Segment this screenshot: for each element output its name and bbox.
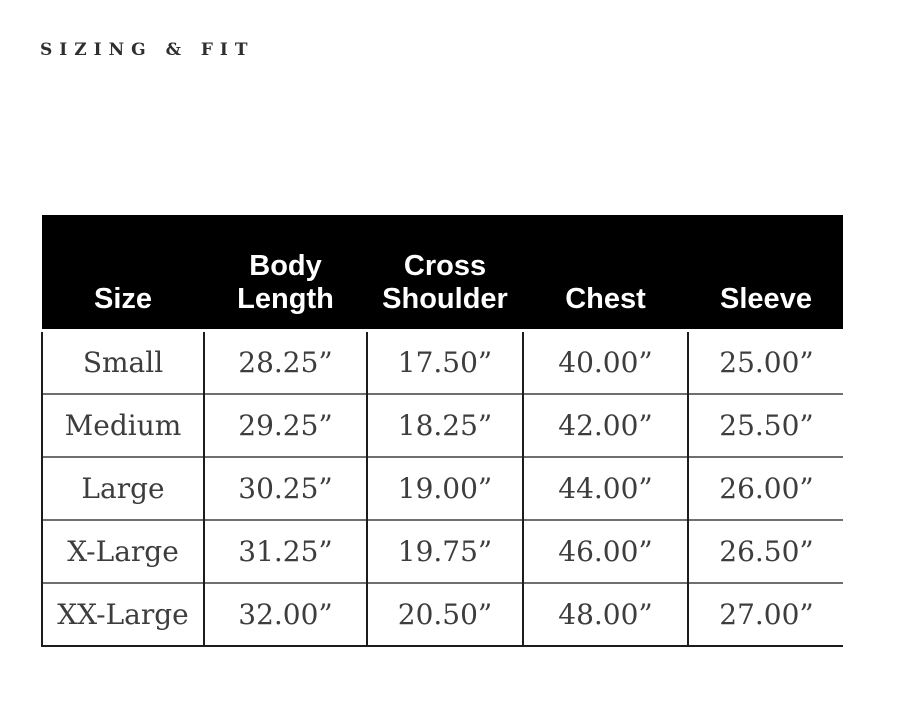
table-row-xx-large: XX-Large 32.00” 20.50” 48.00” 27.00”	[41, 582, 843, 647]
cell-cross-shoulder: 19.00”	[366, 456, 523, 520]
header-row: Size Body Length Cross Shoulder Chest Sl…	[42, 215, 843, 332]
size-chart-header: Size Body Length Cross Shoulder Chest Sl…	[42, 215, 843, 332]
cell-chest: 48.00”	[522, 582, 688, 647]
table-row-large: Large 30.25” 19.00” 44.00” 26.00”	[41, 456, 843, 520]
cell-chest: 42.00”	[522, 393, 688, 457]
cell-body-length: 28.25”	[203, 330, 367, 394]
cell-body-length: 29.25”	[203, 393, 367, 457]
section-title: SIZING & FIT	[40, 40, 255, 60]
cell-sleeve: 25.00”	[687, 330, 843, 394]
column-header-chest: Chest	[523, 215, 688, 332]
cell-sleeve: 26.50”	[687, 519, 843, 583]
cell-size: X-Large	[41, 519, 204, 583]
table-row-medium: Medium 29.25” 18.25” 42.00” 25.50”	[41, 393, 843, 457]
cell-body-length: 31.25”	[203, 519, 367, 583]
cell-chest: 40.00”	[522, 330, 688, 394]
cell-size: Large	[41, 456, 204, 520]
cell-body-length: 30.25”	[203, 456, 367, 520]
cell-sleeve: 26.00”	[687, 456, 843, 520]
cell-cross-shoulder: 18.25”	[366, 393, 523, 457]
cell-size: Small	[41, 330, 204, 394]
cell-sleeve: 25.50”	[687, 393, 843, 457]
cell-body-length: 32.00”	[203, 582, 367, 647]
size-chart-body: Small 28.25” 17.50” 40.00” 25.00” Medium…	[41, 330, 843, 647]
column-header-size: Size	[42, 215, 204, 332]
cell-cross-shoulder: 20.50”	[366, 582, 523, 647]
cell-cross-shoulder: 19.75”	[366, 519, 523, 583]
cell-chest: 46.00”	[522, 519, 688, 583]
size-chart-table: Size Body Length Cross Shoulder Chest Sl…	[41, 215, 843, 647]
size-chart: Size Body Length Cross Shoulder Chest Sl…	[41, 215, 843, 647]
table-row-x-large: X-Large 31.25” 19.75” 46.00” 26.50”	[41, 519, 843, 583]
cell-sleeve: 27.00”	[687, 582, 843, 647]
column-header-cross-shoulder: Cross Shoulder	[367, 215, 523, 332]
column-header-sleeve: Sleeve	[688, 215, 843, 332]
cell-size: Medium	[41, 393, 204, 457]
cell-cross-shoulder: 17.50”	[366, 330, 523, 394]
table-row-small: Small 28.25” 17.50” 40.00” 25.00”	[41, 330, 843, 394]
column-header-body-length: Body Length	[204, 215, 367, 332]
cell-chest: 44.00”	[522, 456, 688, 520]
cell-size: XX-Large	[41, 582, 204, 647]
